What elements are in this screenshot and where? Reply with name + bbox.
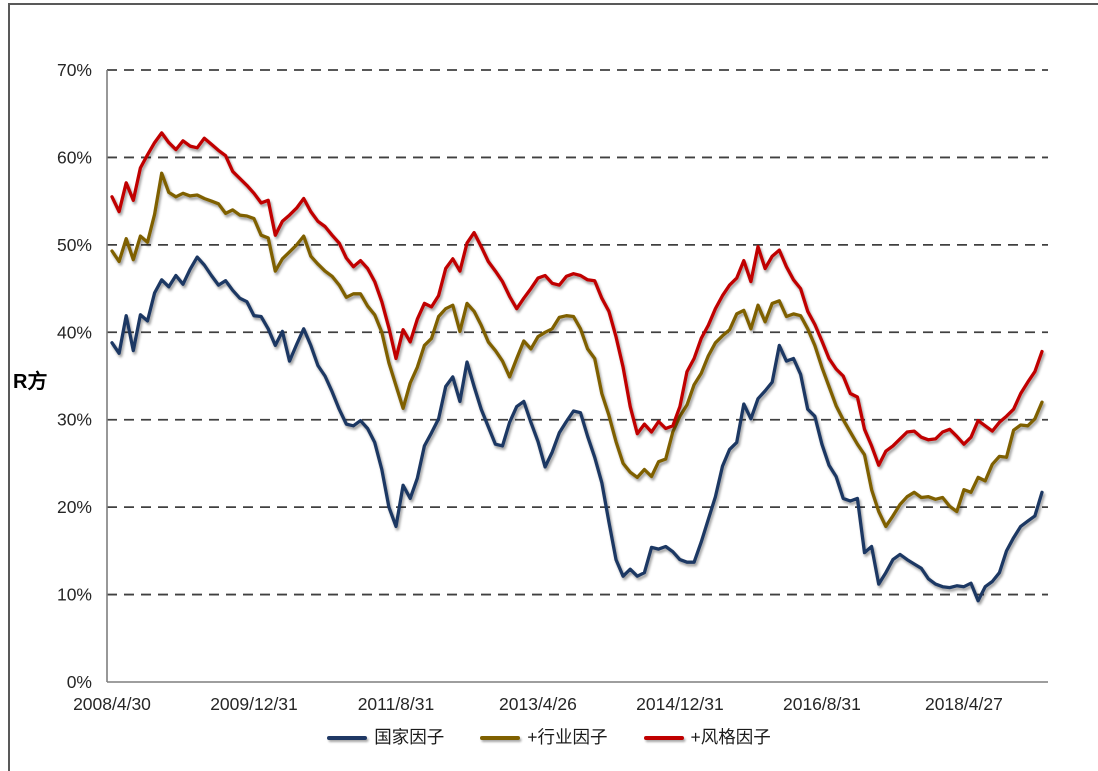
- axes: [106, 70, 1048, 683]
- legend-swatch-icon: [643, 735, 684, 740]
- x-tick-label: 2008/4/30: [73, 694, 151, 714]
- x-tick-label: 2011/8/31: [358, 694, 435, 714]
- series-line-2: [110, 171, 1044, 529]
- series-line-1: [110, 255, 1044, 603]
- x-tick-label: 2009/12/31: [210, 694, 298, 714]
- y-tick-label: 40%: [57, 322, 92, 342]
- legend-label: +风格因子: [690, 727, 771, 747]
- series-lines: [110, 131, 1044, 603]
- x-axis-tick-labels: 2008/4/30 2009/12/31 2011/8/31 2013/4/26 201…: [73, 694, 1003, 714]
- legend: 国家因子 +行业因子 +风格因子: [0, 727, 1098, 747]
- y-tick-label: 50%: [57, 235, 92, 255]
- x-tick-label: 2018/4/27: [925, 694, 1003, 714]
- legend-swatch-icon: [480, 735, 521, 740]
- y-tick-label: 20%: [57, 497, 92, 517]
- legend-item-2: +行业因子: [480, 727, 608, 747]
- y-tick-label: 30%: [57, 410, 92, 430]
- y-axis-tick-labels: 0% 10% 20% 30% 40% 50% 60% 70%: [57, 60, 92, 692]
- series-line-3: [110, 131, 1044, 467]
- gridlines: [107, 69, 1048, 596]
- legend-label: +行业因子: [527, 727, 608, 747]
- y-tick-label: 0%: [67, 672, 92, 692]
- x-tick-label: 2014/12/31: [636, 694, 724, 714]
- y-axis-title: R方: [13, 371, 48, 393]
- y-tick-label: 60%: [57, 147, 92, 167]
- legend-item-1: 国家因子: [327, 727, 445, 747]
- legend-item-3: +风格因子: [643, 727, 771, 747]
- x-tick-label: 2016/8/31: [783, 694, 861, 714]
- legend-label: 国家因子: [374, 727, 445, 747]
- y-tick-label: 10%: [57, 585, 92, 605]
- x-tick-label: 2013/4/26: [499, 694, 577, 714]
- legend-swatch-icon: [327, 735, 368, 740]
- y-tick-label: 70%: [57, 60, 92, 80]
